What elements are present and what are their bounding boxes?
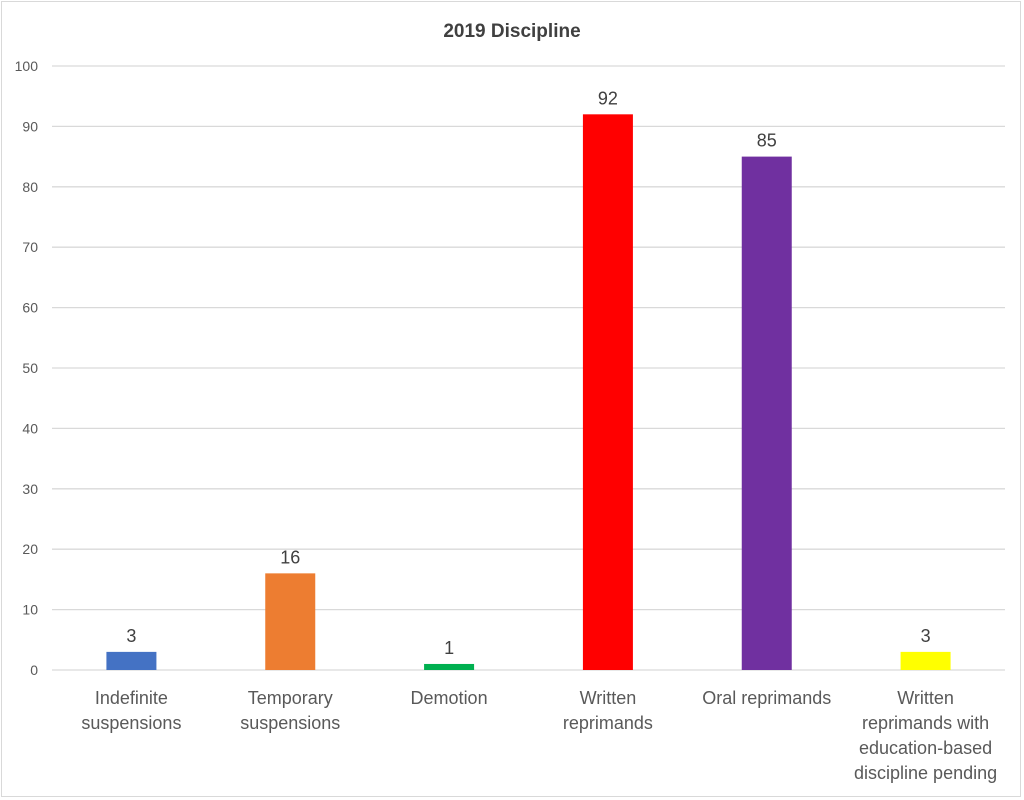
y-tick-label: 50: [22, 360, 38, 376]
y-tick-label: 10: [22, 602, 38, 618]
y-tick-label: 90: [22, 118, 38, 134]
data-label: 85: [757, 131, 777, 151]
x-tick-label: Oral reprimands: [702, 688, 831, 708]
y-tick-label: 80: [22, 179, 38, 195]
data-label: 92: [598, 88, 618, 108]
x-tick-label: Written reprimands: [563, 688, 653, 733]
bar: [900, 651, 951, 670]
x-tick-label: Written reprimands with education-based dis…: [854, 688, 997, 783]
chart-title: 2019 Discipline: [443, 21, 580, 42]
y-tick-label: 40: [22, 420, 38, 436]
y-tick-label: 20: [22, 541, 38, 557]
y-tick-label: 30: [22, 481, 38, 497]
x-tick-label: Indefinite suspensions: [81, 688, 181, 733]
y-tick-label: 60: [22, 300, 38, 316]
data-label: 16: [280, 547, 300, 567]
data-label: 3: [921, 626, 931, 646]
data-label: 1: [444, 638, 454, 658]
y-tick-label: 70: [22, 239, 38, 255]
bar: [582, 114, 633, 670]
bar: [106, 651, 157, 670]
x-tick-label: Demotion: [411, 688, 488, 708]
x-tick-label: Temporary suspensions: [240, 688, 340, 733]
bar: [265, 573, 316, 670]
bar: [424, 663, 475, 670]
bar: [741, 156, 792, 671]
data-label: 3: [126, 626, 136, 646]
y-tick-label: 100: [15, 58, 39, 74]
y-tick-label: 0: [30, 662, 38, 678]
